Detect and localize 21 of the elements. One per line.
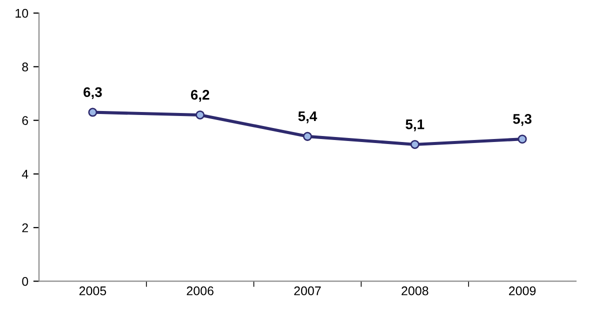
point: [302, 132, 312, 141]
y-tick-label: 2: [22, 223, 28, 232]
x-tick-label: 2006: [186, 286, 214, 296]
x-tick-label: 2005: [79, 286, 106, 296]
point: [196, 110, 205, 120]
point: [410, 140, 420, 149]
x-tick-label: 2008: [402, 286, 428, 296]
data-label: 5,3: [513, 114, 532, 126]
data-label: 5,4: [298, 111, 318, 124]
x-tick-label: 2007: [294, 286, 321, 296]
y-tick-label: 0: [22, 277, 28, 286]
point: [88, 108, 98, 117]
y-tick-label: 8: [22, 62, 28, 72]
y-tick-label: 10: [16, 8, 28, 18]
y-tick-label: 6: [22, 116, 28, 125]
data-label: 6,2: [190, 90, 210, 102]
point: [518, 134, 527, 144]
y-tick-label: 4: [22, 170, 28, 178]
x-tick-label: 2009: [509, 286, 536, 296]
data-label: 6,3: [84, 87, 102, 100]
data-label: 5,1: [406, 120, 424, 132]
